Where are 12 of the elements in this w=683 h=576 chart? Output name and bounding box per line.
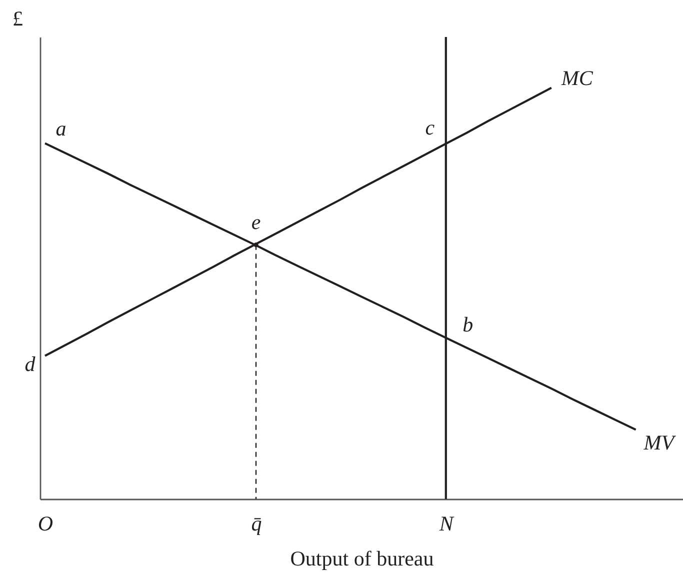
annotation: c: [425, 115, 436, 140]
series-label: MV: [642, 430, 676, 455]
annotation: d: [24, 352, 36, 376]
x-axis-title: Output of bureau: [290, 546, 434, 570]
annotation: b: [462, 312, 474, 336]
x-tick-label: N: [438, 512, 454, 536]
x-tick-label: O: [38, 512, 54, 536]
annotation: e: [251, 210, 261, 234]
annotation: a: [56, 116, 66, 140]
y-axis-title: £: [12, 6, 23, 30]
series-label: MC: [560, 66, 594, 90]
x-tick-label: q̄: [251, 512, 262, 536]
